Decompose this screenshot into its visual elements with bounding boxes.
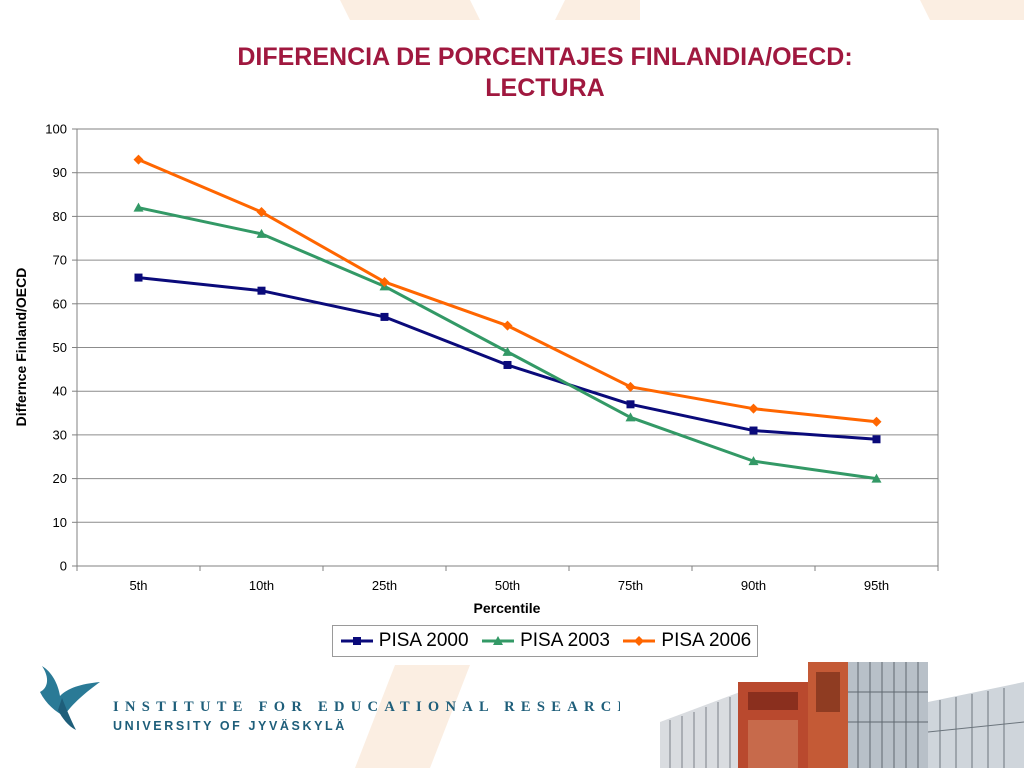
data-point-pisa-2003 [871, 473, 882, 483]
data-point-pisa-2003 [256, 228, 267, 238]
legend-label: PISA 2003 [520, 630, 610, 651]
data-point-pisa-2003 [625, 412, 636, 422]
x-tick-label: 75th [618, 578, 643, 593]
institute-name: INSTITUTE FOR EDUCATIONAL RESEARCH [113, 699, 636, 715]
data-point-pisa-2006 [625, 381, 636, 392]
y-tick-label: 100 [45, 122, 67, 137]
x-tick-label: 10th [249, 578, 274, 593]
data-point-pisa-2000 [257, 286, 266, 295]
legend-swatch-pisa-2006 [623, 636, 656, 646]
data-point-pisa-2003 [133, 202, 144, 212]
slide-title: DIFERENCIA DE PORCENTAJES FINLANDIA/OECD… [200, 42, 890, 104]
data-point-pisa-2006 [379, 276, 390, 287]
x-tick-label: 5th [129, 578, 147, 593]
legend-swatch-pisa-2003 [482, 636, 515, 645]
slide-title-line-2: LECTURA [485, 74, 605, 102]
x-tick-label: 90th [741, 578, 766, 593]
y-axis-title: Differnce Finland/OECD [13, 268, 29, 427]
series-pisa-2006 [133, 154, 882, 427]
data-point-pisa-2000 [749, 426, 758, 435]
series-line-pisa-2003 [138, 206, 877, 481]
y-tick-label: 40 [53, 384, 67, 399]
y-tick-label: 0 [60, 559, 67, 574]
x-axis-ticks: 5th 10th 25th 50th 75th 90th 95th [76, 566, 939, 593]
data-point-pisa-2000 [626, 400, 635, 409]
legend-item-pisa-2006: PISA 2006 [621, 630, 751, 652]
legend-item-pisa-2000: PISA 2000 [339, 630, 469, 652]
y-tick-label: 20 [53, 471, 67, 486]
series-layer [133, 154, 882, 483]
series-line-pisa-2000 [138, 276, 877, 441]
series-pisa-2000 [134, 273, 881, 444]
slide-title-line-1: DIFERENCIA DE PORCENTAJES FINLANDIA/OECD… [237, 43, 853, 71]
building-photo [620, 662, 1024, 768]
data-point-pisa-2006 [871, 416, 882, 427]
y-tick-label: 10 [53, 515, 67, 530]
x-tick-label: 50th [495, 578, 520, 593]
y-tick-label: 90 [53, 165, 67, 180]
data-point-pisa-2000 [503, 360, 512, 369]
y-tick-label: 60 [53, 296, 67, 311]
legend-label: PISA 2006 [661, 630, 752, 651]
y-tick-label: 80 [53, 209, 67, 224]
y-tick-label: 30 [53, 427, 67, 442]
data-point-pisa-2006 [748, 403, 759, 414]
data-point-pisa-2006 [502, 320, 513, 331]
x-tick-label: 25th [372, 578, 397, 593]
y-tick-label: 50 [53, 340, 67, 355]
data-point-pisa-2000 [380, 312, 389, 321]
data-point-pisa-2003 [502, 346, 513, 356]
legend-label: PISA 2000 [378, 630, 469, 651]
y-tick-label: 70 [53, 253, 67, 268]
institute-logo-icon [40, 666, 100, 730]
y-axis-ticks: 0 10 20 30 40 50 60 70 80 90 100 [45, 122, 77, 574]
legend-item-pisa-2003: PISA 2003 [480, 630, 610, 652]
data-point-pisa-2000 [134, 273, 143, 282]
data-point-pisa-2003 [748, 456, 759, 466]
chart-legend: PISA 2000 PISA 2003 PISA 2006 [332, 625, 758, 657]
x-tick-label: 95th [864, 578, 889, 593]
data-point-pisa-2000 [872, 435, 881, 444]
series-pisa-2003 [133, 202, 882, 483]
data-point-pisa-2006 [133, 154, 144, 165]
data-point-pisa-2006 [256, 207, 267, 218]
university-name: UNIVERSITY OF JYVÄSKYLÄ [113, 719, 347, 733]
x-axis-title: Percentile [474, 600, 541, 616]
legend-swatch-pisa-2000 [340, 637, 373, 645]
